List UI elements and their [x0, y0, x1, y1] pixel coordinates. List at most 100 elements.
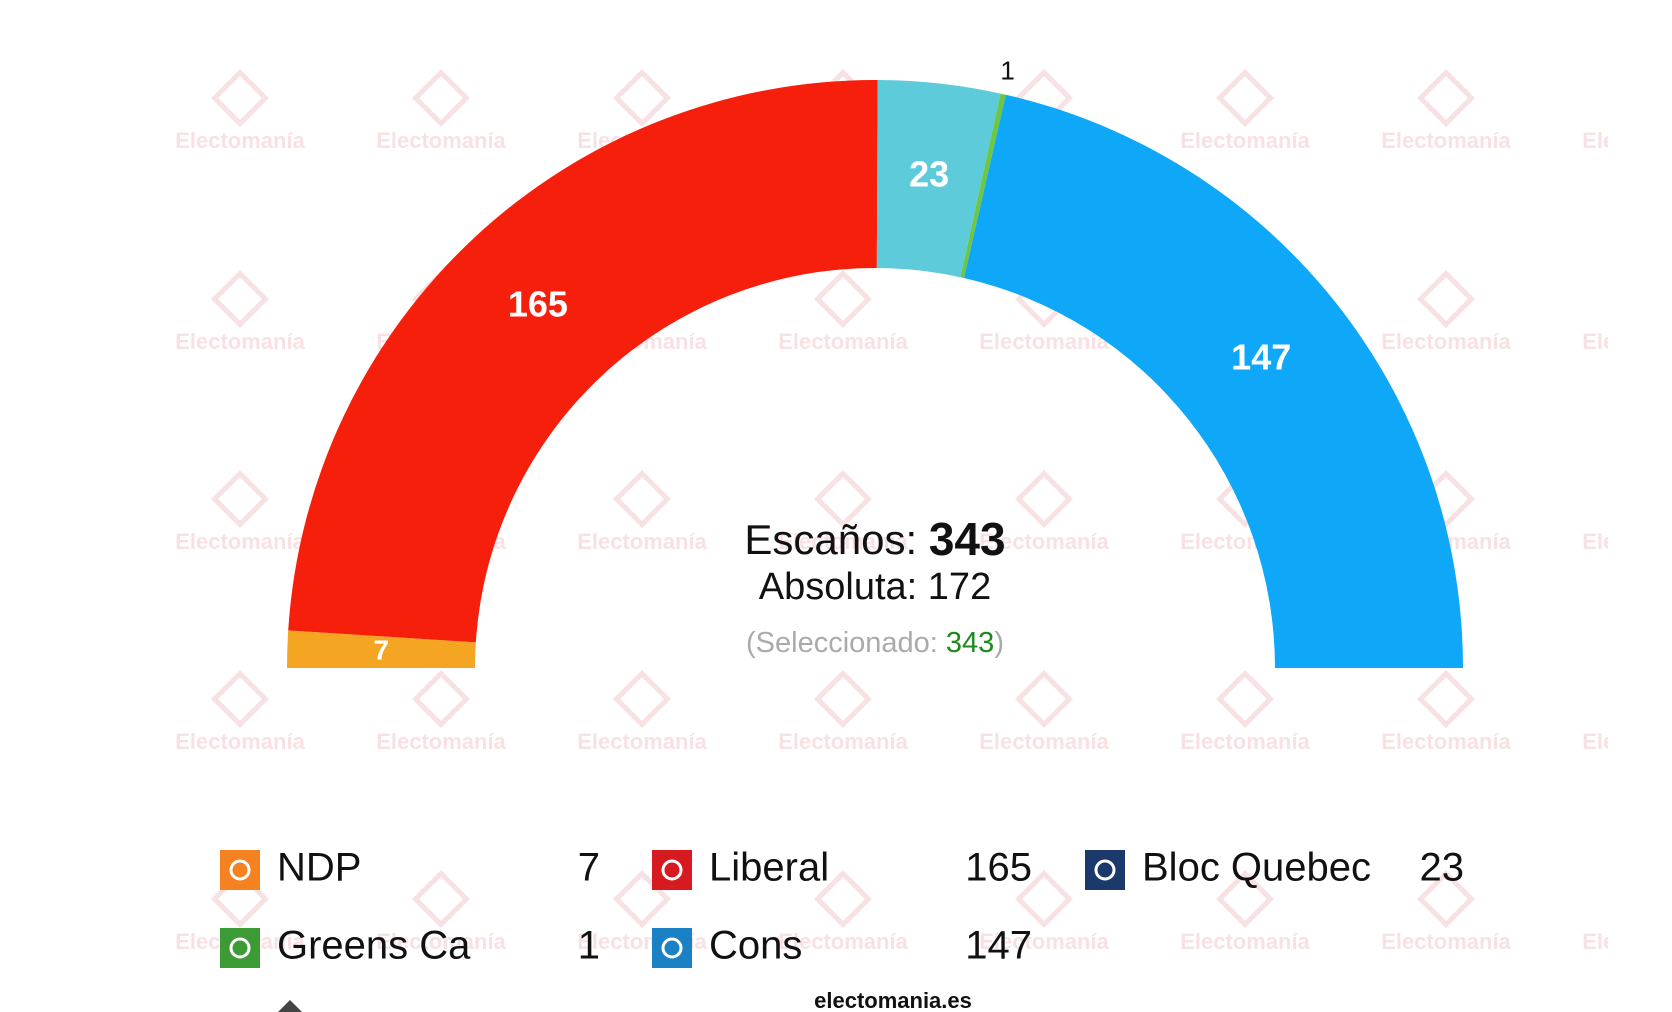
legend-value: 147	[965, 924, 1032, 968]
arc-label: 7	[373, 635, 389, 666]
arc-label: 23	[909, 153, 949, 194]
watermark: Electomanía	[376, 128, 506, 153]
watermark: Electomanía	[979, 729, 1109, 754]
watermark-logo	[211, 670, 269, 728]
seat-arc	[876, 80, 1001, 278]
watermark: Electomanía	[1582, 529, 1672, 554]
watermark-logo	[1417, 870, 1475, 928]
watermark-logo	[613, 670, 671, 728]
watermark-logo	[1417, 670, 1475, 728]
watermark-logo	[814, 670, 872, 728]
seat-arc	[960, 93, 1006, 279]
seat-arc	[288, 80, 878, 643]
watermark-logo	[1622, 674, 1672, 725]
watermark: Electomanía	[175, 128, 305, 153]
watermark-logo	[814, 270, 872, 328]
watermark: Electomanía	[1180, 729, 1310, 754]
selected-prefix: (Seleccionado:	[746, 627, 938, 659]
watermark-logo	[1622, 874, 1672, 925]
seats-text: Escaños: 343	[744, 513, 1005, 565]
watermark: Electomanía	[175, 329, 305, 354]
watermark: Electomanía	[1180, 929, 1310, 954]
seat-arc	[964, 94, 1463, 669]
seat-arc	[287, 630, 476, 668]
watermark-logo	[1015, 670, 1073, 728]
watermark-logo	[211, 270, 269, 328]
watermark-logo	[613, 69, 671, 127]
watermark: Electomanía	[778, 329, 908, 354]
watermark-logo	[1015, 870, 1073, 928]
legend-value: 7	[578, 846, 600, 890]
legend-value: 1	[578, 924, 600, 968]
watermark: Electomanía	[1381, 929, 1511, 954]
watermark-logo	[412, 69, 470, 127]
watermark: Electomanía	[376, 729, 506, 754]
watermark-logo	[1622, 474, 1672, 525]
watermark-logo	[613, 470, 671, 528]
watermark-logo	[412, 870, 470, 928]
legend-name: Liberal	[709, 846, 829, 890]
watermark: Electomanía	[376, 929, 506, 954]
watermark: Electomanía	[1381, 128, 1511, 153]
watermark-logo	[1622, 73, 1672, 124]
legend-swatch	[220, 850, 260, 890]
watermark: Electomanía	[778, 929, 908, 954]
watermark-logo	[211, 470, 269, 528]
majority-value: 172	[928, 566, 991, 608]
legend-name: Greens Ca	[277, 924, 471, 968]
legend-swatch	[1085, 850, 1125, 890]
watermark-logo	[1216, 870, 1274, 928]
legend-name: Cons	[709, 924, 802, 968]
watermark-logo	[1622, 274, 1672, 325]
watermark: Electomanía	[1582, 929, 1672, 954]
watermark: Electomanía	[1381, 729, 1511, 754]
arcs: 7 165 23 1 147	[287, 56, 1463, 669]
legend-name: NDP	[277, 846, 361, 890]
watermark: Electomanía	[577, 529, 707, 554]
watermark: Electomanía	[1582, 329, 1672, 354]
watermark: Electomanía	[1582, 729, 1672, 754]
selected-value: 343	[946, 627, 994, 659]
watermark: Electomanía	[979, 529, 1109, 554]
arc-label: 165	[508, 283, 568, 324]
majority-text: Absoluta: 172	[759, 566, 991, 608]
watermark-logo	[211, 69, 269, 127]
watermark: Electomanía	[979, 329, 1109, 354]
seats-label: Escaños:	[744, 516, 917, 563]
watermark-logo	[814, 470, 872, 528]
selected-text: (Seleccionado: 343)	[746, 627, 1004, 659]
legend-name: Bloc Quebec	[1142, 846, 1371, 890]
watermark-logo	[1015, 470, 1073, 528]
watermark: Electomanía	[1381, 329, 1511, 354]
watermark: Electomanía	[1180, 128, 1310, 153]
watermark-logo	[1417, 270, 1475, 328]
legend-logo	[229, 937, 251, 959]
seats-value: 343	[929, 513, 1006, 565]
watermark: Electomanía	[778, 529, 908, 554]
watermark: Electomanía	[175, 729, 305, 754]
legend-value: 23	[1420, 846, 1465, 890]
selected-suffix: )	[994, 627, 1004, 659]
legend-swatch	[220, 928, 260, 968]
watermark-logo	[814, 870, 872, 928]
majority-label: Absoluta:	[759, 566, 917, 608]
watermark: Electomanía	[175, 529, 305, 554]
legend-logo	[661, 937, 683, 959]
footer: electomania.es	[814, 988, 972, 1012]
footer-logo	[278, 1000, 302, 1012]
watermark-logo	[1216, 670, 1274, 728]
arc-label: 147	[1231, 337, 1291, 378]
watermark: Electomanía	[1582, 128, 1672, 153]
watermark-logo	[1216, 69, 1274, 127]
legend-value: 165	[965, 846, 1032, 890]
watermark: Electomanía	[979, 929, 1109, 954]
legend-swatch	[652, 928, 692, 968]
watermark: Electomanía	[577, 729, 707, 754]
legend-logo	[1094, 859, 1116, 881]
legend-logo	[229, 859, 251, 881]
legend-logo	[661, 859, 683, 881]
watermark: Electomanía	[778, 729, 908, 754]
legend-swatch	[652, 850, 692, 890]
watermark-logo	[1417, 69, 1475, 127]
